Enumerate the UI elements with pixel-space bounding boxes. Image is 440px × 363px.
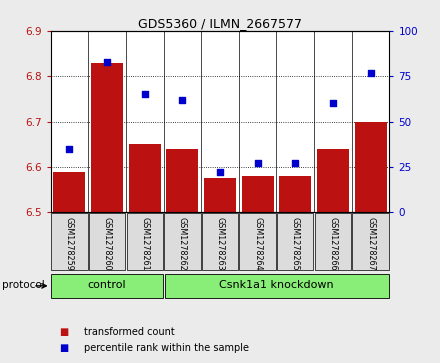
Text: GSM1278265: GSM1278265 [291,217,300,271]
Point [216,170,224,175]
Point [330,101,337,106]
Bar [51,213,88,270]
Bar [279,176,311,212]
Bar [315,213,351,270]
Text: protocol: protocol [2,280,45,290]
Bar [352,213,389,270]
Bar [204,178,236,212]
Bar [127,213,163,270]
Bar [317,149,349,212]
Text: GSM1278260: GSM1278260 [103,217,112,271]
Point [103,59,110,65]
Bar [53,172,85,212]
Text: control: control [88,280,126,290]
Bar [165,274,389,298]
Text: GSM1278263: GSM1278263 [216,217,224,271]
Point [66,146,73,152]
Text: GSM1278261: GSM1278261 [140,217,149,271]
Text: GSM1278262: GSM1278262 [178,217,187,271]
Title: GDS5360 / ILMN_2667577: GDS5360 / ILMN_2667577 [138,17,302,30]
Bar [129,144,161,212]
Point [367,70,374,76]
Text: GSM1278267: GSM1278267 [366,217,375,271]
Text: Csnk1a1 knockdown: Csnk1a1 knockdown [219,280,334,290]
Point [179,97,186,103]
Bar [164,213,201,270]
Text: GSM1278259: GSM1278259 [65,217,74,271]
Bar [239,213,276,270]
Bar [355,122,387,212]
Text: ■: ■ [59,327,69,337]
Bar [242,176,274,212]
Bar [166,149,198,212]
Text: GSM1278264: GSM1278264 [253,217,262,271]
Point [254,160,261,166]
Text: percentile rank within the sample: percentile rank within the sample [84,343,249,353]
Bar [91,63,123,212]
Bar [202,213,238,270]
Bar [51,274,162,298]
Bar [89,213,125,270]
Text: transformed count: transformed count [84,327,174,337]
Point [141,91,148,97]
Text: GSM1278266: GSM1278266 [328,217,337,271]
Bar [277,213,313,270]
Point [292,160,299,166]
Text: ■: ■ [59,343,69,353]
